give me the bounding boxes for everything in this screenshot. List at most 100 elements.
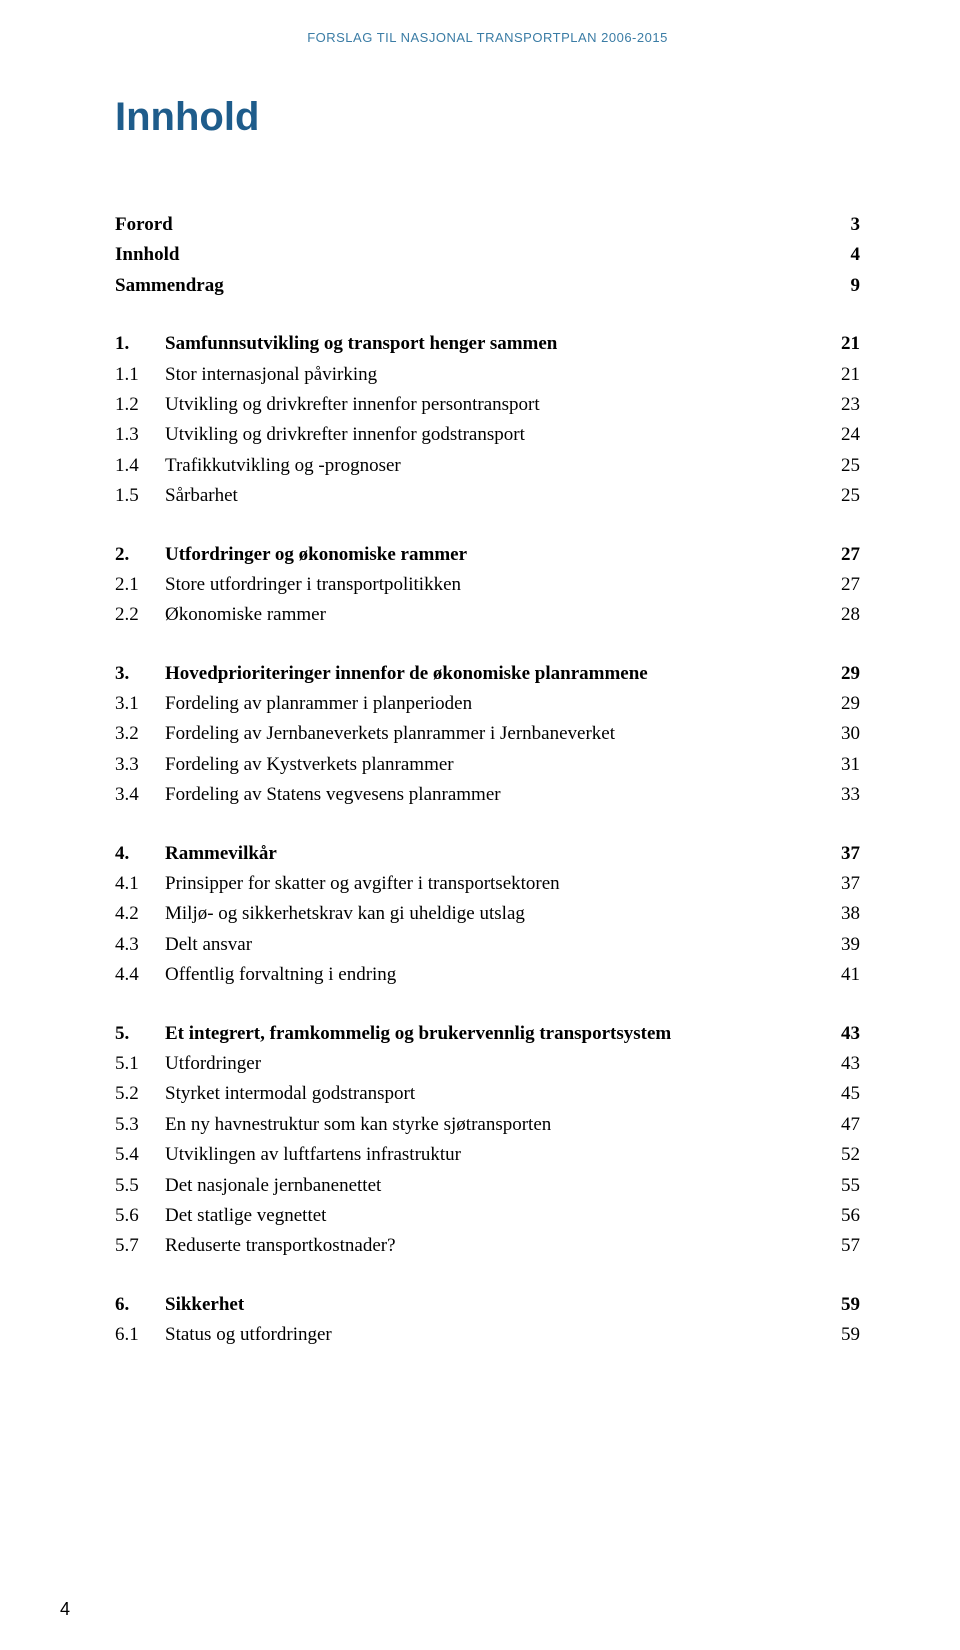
toc-front-label: Forord [115,210,173,240]
toc-item-row: 5.4Utviklingen av luftfartens infrastruk… [115,1140,860,1170]
toc-section-page: 37 [820,839,860,869]
toc-item-label: Utvikling og drivkrefter innenfor godstr… [165,420,525,450]
toc-section-number: 5. [115,1019,165,1049]
toc-item-label: Trafikkutvikling og -prognoser [165,451,401,481]
toc-section: 5.Et integrert, framkommelig og brukerve… [115,1019,860,1262]
toc-front-row: Forord 3 [115,210,860,240]
toc-section: 6.Sikkerhet 59 6.1Status og utfordringer 59 [115,1290,860,1351]
toc-item-number: 5.3 [115,1110,165,1140]
toc-item-number: 4.3 [115,930,165,960]
toc-item-row: 1.5Sårbarhet25 [115,481,860,511]
toc-front-label: Innhold [115,240,179,270]
toc-item-page: 55 [820,1171,860,1201]
toc-item-number: 5.2 [115,1079,165,1109]
toc-item-label: Utviklingen av luftfartens infrastruktur [165,1140,461,1170]
toc-front-page: 3 [820,210,860,240]
toc-item-label: Styrket intermodal godstransport [165,1079,415,1109]
toc-item-page: 24 [820,420,860,450]
toc-item-number: 2.1 [115,570,165,600]
toc-section-number: 2. [115,540,165,570]
toc-item-label: Fordeling av Statens vegvesens planramme… [165,780,501,810]
toc-item-row: 5.2Styrket intermodal godstransport 45 [115,1079,860,1109]
toc-item-label: Offentlig forvaltning i endring [165,960,396,990]
toc-item-row: 1.2Utvikling og drivkrefter innenfor per… [115,390,860,420]
toc-item-number: 5.5 [115,1171,165,1201]
page-title: Innhold [115,95,860,140]
toc-section: 1.Samfunnsutvikling og transport henger … [115,329,860,511]
toc-item-number: 5.7 [115,1231,165,1261]
toc-item-page: 43 [820,1049,860,1079]
toc-item-page: 38 [820,899,860,929]
toc-item-page: 56 [820,1201,860,1231]
toc-section: 2.Utfordringer og økonomiske rammer 27 2.1… [115,540,860,631]
toc-section: 3.Hovedprioriteringer innenfor de økonom… [115,659,860,811]
toc-item-page: 23 [820,390,860,420]
toc-item-page: 52 [820,1140,860,1170]
toc-item-label: Status og utfordringer [165,1320,332,1350]
toc-item-page: 27 [820,570,860,600]
toc-item-row: 4.1Prinsipper for skatter og avgifter i … [115,869,860,899]
toc-item-number: 1.3 [115,420,165,450]
toc-item-page: 47 [820,1110,860,1140]
toc-item-number: 3.2 [115,719,165,749]
toc-item-number: 1.4 [115,451,165,481]
toc-item-label: En ny havnestruktur som kan styrke sjøtr… [165,1110,551,1140]
toc-item-page: 59 [820,1320,860,1350]
toc-item-page: 21 [820,360,860,390]
toc-item-number: 4.1 [115,869,165,899]
toc-item-number: 1.1 [115,360,165,390]
toc-section-number: 4. [115,839,165,869]
toc-item-number: 3.4 [115,780,165,810]
toc-item-row: 5.5Det nasjonale jernbanenettet55 [115,1171,860,1201]
toc-item-page: 39 [820,930,860,960]
toc-item-page: 37 [820,869,860,899]
running-header: FORSLAG TIL NASJONAL TRANSPORTPLAN 2006-… [115,30,860,45]
toc-item-number: 5.6 [115,1201,165,1231]
toc-item-number: 2.2 [115,600,165,630]
toc-item-label: Miljø- og sikkerhetskrav kan gi uheldige… [165,899,525,929]
toc-item-page: 28 [820,600,860,630]
toc-item-row: 2.2Økonomiske rammer28 [115,600,860,630]
toc-section-number: 3. [115,659,165,689]
toc-item-row: 5.7Reduserte transportkostnader?57 [115,1231,860,1261]
toc-section-heading: 3.Hovedprioriteringer innenfor de økonom… [115,659,860,689]
table-of-contents: Forord3Innhold4Sammendrag9 1.Samfunnsutv… [115,210,860,1351]
toc-item-page: 45 [820,1079,860,1109]
toc-item-label: Sårbarhet [165,481,238,511]
toc-item-label: Stor internasjonal påvirking [165,360,377,390]
toc-item-row: 3.2Fordeling av Jernbaneverkets planramm… [115,719,860,749]
toc-item-number: 6.1 [115,1320,165,1350]
toc-item-row: 1.1Stor internasjonal påvirking 21 [115,360,860,390]
toc-section-number: 6. [115,1290,165,1320]
toc-section-title: Et integrert, framkommelig og brukervenn… [165,1019,671,1049]
toc-item-label: Fordeling av Kystverkets planrammer [165,750,454,780]
toc-item-row: 3.1Fordeling av planrammer i planperiode… [115,689,860,719]
toc-item-row: 4.3Delt ansvar39 [115,930,860,960]
toc-item-row: 4.2Miljø- og sikkerhetskrav kan gi uheld… [115,899,860,929]
toc-item-label: Fordeling av Jernbaneverkets planrammer … [165,719,615,749]
toc-item-number: 5.4 [115,1140,165,1170]
toc-item-page: 25 [820,481,860,511]
toc-section-heading: 6.Sikkerhet 59 [115,1290,860,1320]
toc-item-row: 5.3En ny havnestruktur som kan styrke sj… [115,1110,860,1140]
toc-item-row: 1.4Trafikkutvikling og -prognoser25 [115,451,860,481]
toc-section-heading: 1.Samfunnsutvikling og transport henger … [115,329,860,359]
toc-section-title: Rammevilkår [165,839,277,869]
toc-item-label: Prinsipper for skatter og avgifter i tra… [165,869,560,899]
toc-section-heading: 4.Rammevilkår 37 [115,839,860,869]
toc-section: 4.Rammevilkår374.1Prinsipper for skatter… [115,839,860,991]
toc-section-title: Samfunnsutvikling og transport henger sa… [165,329,557,359]
toc-section-title: Utfordringer og økonomiske rammer [165,540,467,570]
toc-item-page: 33 [820,780,860,810]
toc-item-row: 3.3Fordeling av Kystverkets planrammer31 [115,750,860,780]
toc-item-page: 31 [820,750,860,780]
toc-section-page: 27 [820,540,860,570]
toc-front-label: Sammendrag [115,271,224,301]
toc-section-title: Sikkerhet [165,1290,244,1320]
toc-item-label: Fordeling av planrammer i planperioden [165,689,472,719]
toc-item-number: 5.1 [115,1049,165,1079]
toc-section-page: 59 [820,1290,860,1320]
toc-front-page: 4 [820,240,860,270]
toc-item-label: Reduserte transportkostnader? [165,1231,396,1261]
toc-section-page: 43 [820,1019,860,1049]
